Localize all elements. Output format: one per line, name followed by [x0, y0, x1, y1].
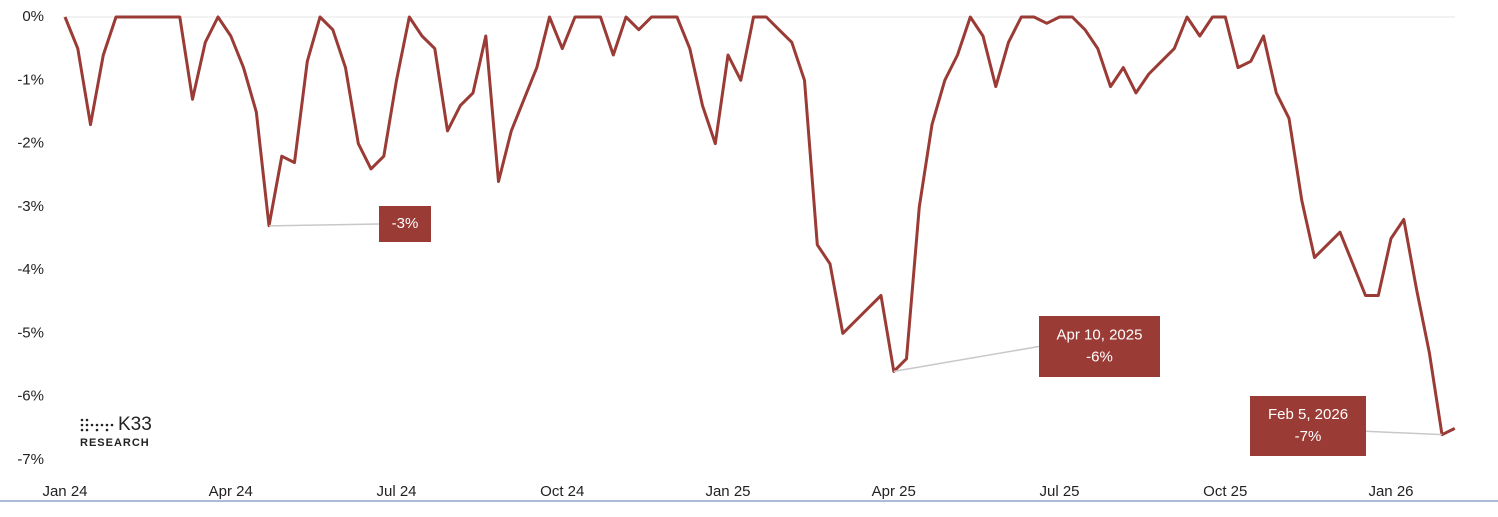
- annotation-text: -3%: [392, 215, 419, 232]
- annotation-text: Apr 10, 2025: [1057, 326, 1143, 343]
- x-tick-label: Oct 25: [1203, 483, 1247, 500]
- annotation-text: -6%: [1086, 348, 1113, 365]
- x-tick-label: Apr 25: [872, 483, 916, 500]
- annotation-text: Feb 5, 2026: [1268, 406, 1348, 423]
- y-tick-label: -1%: [17, 71, 44, 88]
- annotation-box: [1250, 396, 1366, 456]
- x-tick-label: Jan 24: [42, 483, 87, 500]
- x-tick-label: Jan 25: [705, 483, 750, 500]
- annotation-connector: [893, 345, 1040, 373]
- y-tick-label: -2%: [17, 135, 44, 152]
- annotation-box: [379, 206, 431, 242]
- y-tick-label: -7%: [17, 451, 44, 468]
- y-tick-label: -5%: [17, 324, 44, 341]
- drawdown-line: [63, 15, 1456, 437]
- y-tick-label: 0%: [22, 8, 44, 25]
- logo-sub: RESEARCH: [80, 437, 150, 449]
- logo-mark: [80, 418, 114, 432]
- x-tick-label: Jul 24: [376, 483, 416, 500]
- annotation-connector: [268, 223, 380, 227]
- x-tick-label: Apr 24: [209, 483, 253, 500]
- x-tick-label: Jan 26: [1368, 483, 1413, 500]
- logo-name: K33: [118, 414, 152, 435]
- logo: K33 RESEARCH: [80, 414, 152, 449]
- y-tick-label: -4%: [17, 261, 44, 278]
- y-tick-label: -3%: [17, 198, 44, 215]
- x-tick-label: Jul 25: [1039, 483, 1079, 500]
- y-tick-label: -6%: [17, 388, 44, 405]
- x-tick-label: Oct 24: [540, 483, 584, 500]
- annotation-box: [1039, 316, 1160, 377]
- annotation-text: -7%: [1295, 428, 1322, 445]
